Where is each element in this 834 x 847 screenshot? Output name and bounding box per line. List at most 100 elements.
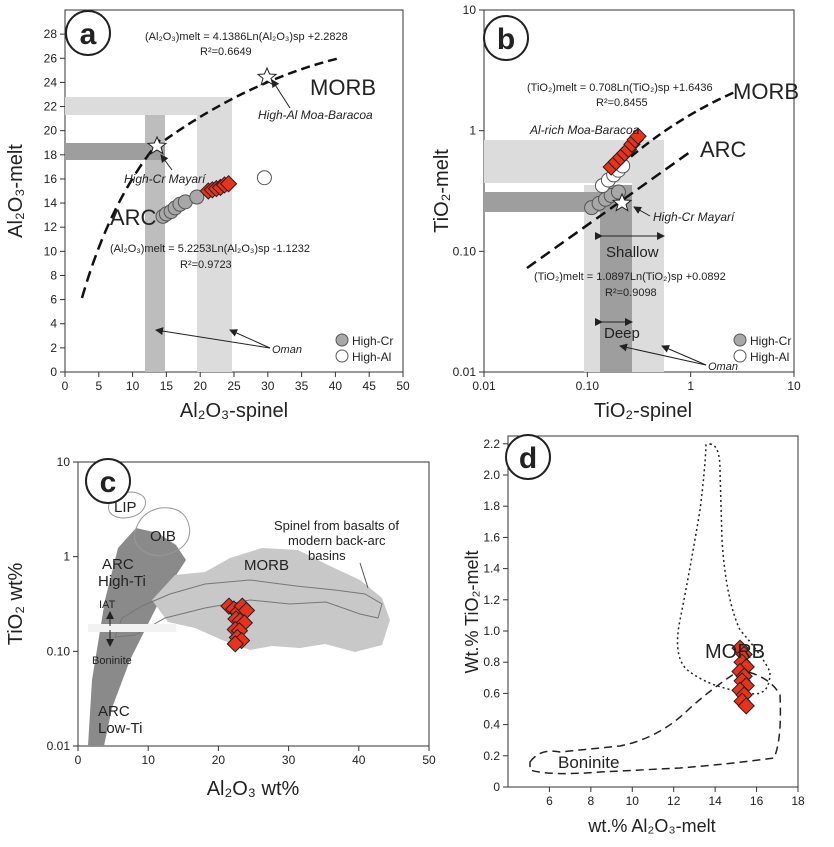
ytick-label-a: 2 [50,341,57,355]
panel-d-letter: d [519,442,537,475]
xtick-label-d: 8 [588,794,595,808]
panel-d-frame [507,435,799,788]
ytick-label-c: 10 [57,455,71,469]
band-ax-2 [197,115,232,372]
ytick-label-a: 6 [50,293,57,307]
panel-b-badge [483,15,529,61]
ytick-label-d: 0.6 [483,686,500,700]
xlabel-a: Al₂O₃-spinel [180,400,288,422]
oib-label: OIB [150,528,176,545]
panel-c-letter: c [100,466,117,499]
panel-a-letter: a [80,18,97,51]
backarc-pointer [359,562,369,589]
ytick-label-c: 0.10 [47,644,71,658]
backarc-label-3: basins [308,548,346,563]
panel-c: 0 10 20 30 40 50 0.01 0.10 1 10 LIP OIB ARC High… [5,455,436,800]
r2-morb-a: R²=0.6649 [200,46,252,58]
boninite-outline-d [529,669,782,775]
panel-d-badge [505,434,551,480]
high-cr-label-a: High-Cr Mayarí [124,172,207,186]
point-sample [226,635,244,653]
morb-curve-a [164,56,341,142]
high-cr-arrow-b [633,206,651,217]
eq-arc-b: (TiO₂)melt = 1.0897Ln(TiO₂)sp +0.0892 [534,271,726,283]
legend-cr-b: High-Cr [750,334,791,348]
arc-label-b: ARC [700,137,747,162]
morb-field [152,548,390,652]
xtick-label-a: 30 [261,379,275,393]
oman-label-a: Oman [272,344,302,356]
ytick-label-a: 0 [50,365,57,379]
arc-high-label-1: ARC [102,556,134,573]
ytick-label-d: 1.4 [483,562,500,576]
xtick-label-c: 0 [75,753,82,767]
point-sample [737,697,755,715]
xtick-label-c: 40 [352,753,366,767]
white-band-c [88,624,176,632]
panel-a-badge [65,10,111,56]
ytick-label-d: 1.6 [483,530,500,544]
xtick-label-d: 12 [667,794,681,808]
band-bx-1 [600,185,632,372]
eq-arc-a: (Al₂O₃)melt = 5.2253Ln(Al₂O₃)sp -1.1232 [110,243,310,255]
ytick-label-d: 0.4 [483,718,500,732]
xtick-label-c: 10 [142,753,156,767]
xtick-label-b: 0.10 [576,379,600,393]
xtick-label-b: 10 [787,379,801,393]
point-high-al [256,170,272,186]
panel-b: 0.01 0.10 1 10 0.01 0.10 1 10 (TiO₂)melt = 0.7… [431,3,801,422]
xtick-label-a: 25 [227,379,241,393]
star-b [611,192,633,212]
ylabel-a: Al₂O₃-melt [5,144,27,238]
oman-label-b: Oman [708,361,738,373]
al-rich-label-b: Al-rich Moa-Baracoa [529,123,640,137]
xtick-label-a: 40 [329,379,343,393]
xtick-label-a: 10 [126,379,140,393]
xtick-label-b: 1 [687,379,694,393]
backarc-label-2: modern back-arc [288,533,386,548]
ytick-label-a: 22 [44,100,58,114]
arc-field [88,528,186,746]
xtick-label-d: 6 [546,794,553,808]
legend-al-a: High-Al [352,350,391,364]
high-cr-arrow-a [160,154,173,171]
ytick-label-b: 0.10 [453,244,477,258]
morb-label-d: MORB [705,641,765,663]
ytick-label-a: 20 [44,124,58,138]
ytick-label-a: 24 [44,75,58,89]
arc-low-label-1: ARC [98,703,130,720]
ytick-label-a: 4 [50,317,57,331]
arc-high-label-2: High-Ti [98,573,146,590]
high-cr-label-b: High-Cr Mayarí [653,210,736,224]
legend-cr-marker-b [733,333,747,347]
shallow-label-b: Shallow [606,244,659,261]
ytick-label-d: 1.8 [483,499,500,513]
xtick-label-a: 15 [160,379,174,393]
ytick-label-d: 1.2 [483,593,500,607]
ytick-label-b: 1 [469,124,476,138]
ytick-label-d: 2.2 [483,437,500,451]
panel-a-frame [64,9,404,373]
ytick-label-a: 26 [44,51,58,65]
ytick-label-a: 16 [44,172,58,186]
xtick-label-d: 18 [791,794,805,808]
xtick-label-a: 0 [62,379,69,393]
point-high-cr [189,189,205,205]
boninite-label-d: Boninite [558,753,619,772]
arc-curve-a [80,139,161,299]
band-ax-1 [145,110,165,372]
panel-a: 0 5 10 15 20 25 30 35 40 45 50 0246810121416182022… [5,9,410,422]
ytick-label-d: 0.2 [483,749,500,763]
xlabel-b: TiO₂-spinel [594,400,692,422]
xtick-label-a: 45 [363,379,377,393]
r2-morb-b: R²=0.8455 [596,97,648,109]
ytick-label-a: 12 [44,220,58,234]
ytick-label-a: 8 [50,268,57,282]
oman-arrow-b2 [661,345,707,366]
xtick-label-a: 20 [194,379,208,393]
ytick-label-a: 14 [44,196,58,210]
backarc-label-1: Spinel from basalts of [274,518,399,533]
high-al-arrow-a [271,79,291,109]
morb-label-b: MORB [733,79,799,104]
